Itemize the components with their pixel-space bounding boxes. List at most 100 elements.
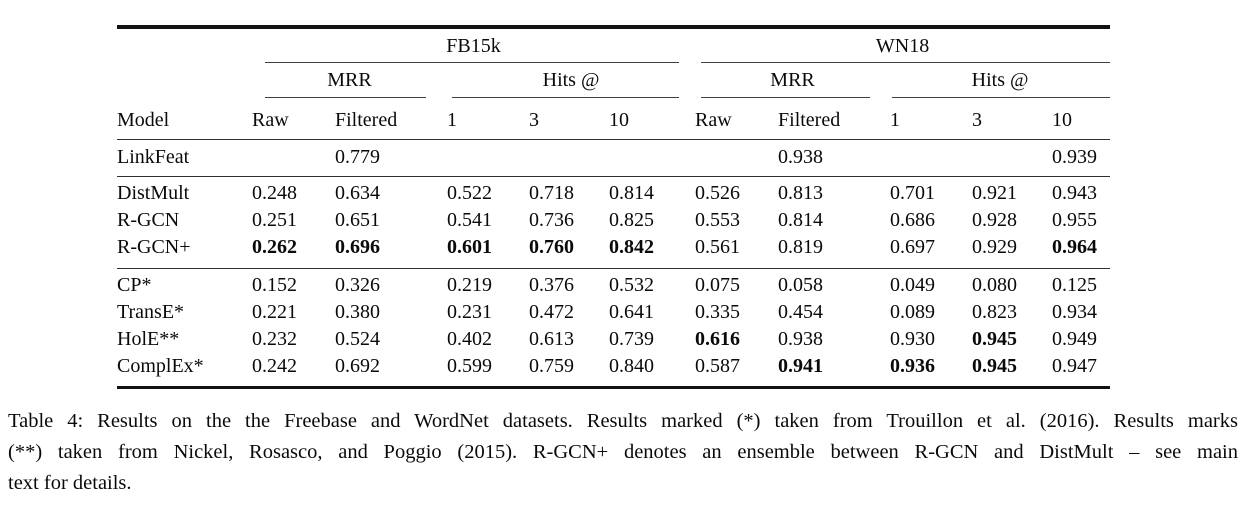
table-cell: 0.840 [609,355,654,377]
table-cell [609,139,696,177]
table-cell: 0.089 [890,301,936,323]
table-cell: 0.696 [335,234,447,269]
table-row-transe: TransE* 0.221 0.380 0.231 0.472 0.641 0.… [117,299,1110,326]
table-cell: 0.541 [447,209,492,231]
table-cell: 0.955 [1052,209,1098,231]
dataset-header-fb15k: FB15k [252,27,695,63]
spacer-cell [117,27,252,63]
table-cell: 0.242 [252,355,297,377]
table-cell: 0.561 [695,234,779,269]
table-caption: Table 4: Results on the the Freebase and… [8,406,1238,499]
table-row-distmult: DistMult 0.248 0.634 0.522 0.718 0.814 0… [117,177,1110,208]
metric-header-mrr-fb: MRR [252,63,447,98]
table-cell: 0.739 [609,328,654,350]
table-cell: 0.380 [335,301,380,323]
col-header-raw-wn: Raw [695,98,779,140]
metric-label: MRR [770,69,815,91]
table-cell: 0.929 [972,234,1053,269]
dataset-group-row: FB15k WN18 [117,27,1111,63]
metric-label: MRR [327,69,372,91]
dataset-label: FB15k [446,35,501,57]
rule-under-hits-wn [892,97,1111,98]
metric-group-row: MRR Hits @ MRR Hits @ [117,63,1111,98]
table-cell: 0.553 [695,209,741,231]
table-cell: 0.587 [695,355,741,377]
table-cell: 0.718 [529,182,574,204]
table-cell: 0.058 [778,274,824,296]
col-header-hits1-fb: 1 [447,98,529,140]
table-cell [972,139,1053,177]
model-name: CP* [117,274,152,296]
table-cell: 0.964 [1052,234,1111,269]
table-cell: 0.941 [778,355,824,377]
caption-line: text for details. [8,472,132,494]
table-cell: 0.454 [778,301,824,323]
table-row-linkfeat: LinkFeat 0.779 0.938 0.939 [117,139,1111,177]
table-row-hole: HolE** 0.232 0.524 0.402 0.613 0.739 0.6… [117,326,1110,353]
table-cell: 0.613 [529,328,574,350]
table-cell: 0.376 [529,274,574,296]
table-cell: 0.232 [252,328,297,350]
metric-label: Hits @ [542,69,600,91]
table-cell: 0.080 [972,274,1018,296]
table-cell: 0.921 [972,182,1018,204]
table-cell: 0.928 [972,209,1018,231]
table-row-rgcn: R-GCN 0.251 0.651 0.541 0.736 0.825 0.55… [117,207,1110,234]
col-header-hits3-wn: 3 [972,98,1053,140]
metric-label: Hits @ [971,69,1029,91]
table-cell: 0.402 [447,328,492,350]
spacer-cell [117,63,252,98]
table-cell: 0.616 [695,328,741,350]
table-cell: 0.825 [609,209,654,231]
col-header-hits10-fb: 10 [609,98,696,140]
rule-under-hits-fb [452,97,680,98]
table-cell: 0.641 [609,301,654,323]
results-table: FB15k WN18 MRR Hits @ MRR Hi [117,25,1111,389]
table-cell: 0.943 [1052,182,1098,204]
table-cell: 0.524 [335,328,380,350]
table-cell: 0.219 [447,274,492,296]
table-cell: 0.075 [695,274,741,296]
table-cell: 0.938 [778,328,824,350]
rule-under-mrr-fb [265,97,426,98]
col-header-hits3-fb: 3 [529,98,609,140]
table-cell [529,139,609,177]
table-cell: 0.760 [529,234,609,269]
table-cell: 0.231 [447,301,492,323]
table-cell: 0.823 [972,301,1018,323]
model-name: TransE* [117,301,185,323]
table-cell: 0.736 [529,209,574,231]
table-cell: 0.634 [335,182,380,204]
rule-under-wn18 [701,62,1111,63]
table-cell: 0.651 [335,209,380,231]
table-cell: 0.526 [695,182,741,204]
table-cell: 0.779 [335,139,447,177]
table-cell: 0.939 [1052,139,1111,177]
model-name: R-GCN+ [117,234,252,269]
table-cell [890,139,973,177]
table-cell: 0.936 [890,355,936,377]
table-cell: 0.335 [695,301,741,323]
rule-under-fb15k [265,62,680,63]
column-header-row: Model Raw Filtered 1 3 10 Raw Filtered 1… [117,98,1111,140]
table-cell: 0.522 [447,182,492,204]
col-header-filtered-wn: Filtered [778,98,891,140]
table-cell: 0.221 [252,301,297,323]
table-cell: 0.819 [778,234,891,269]
dataset-label: WN18 [875,35,930,57]
dataset-header-wn18: WN18 [695,27,1111,63]
table-cell: 0.601 [447,234,529,269]
table-cell: 0.532 [609,274,654,296]
table-cell: 0.248 [252,182,297,204]
table-cell: 0.814 [609,182,654,204]
table-cell: 0.945 [972,328,1018,350]
col-header-model: Model [117,98,252,140]
table-cell: 0.759 [529,355,574,377]
table-cell [447,139,529,177]
table-cell: 0.947 [1052,355,1098,377]
col-header-hits1-wn: 1 [890,98,973,140]
model-name: ComplEx* [117,355,204,377]
table-cell: 0.251 [252,209,297,231]
table-cell: 0.125 [1052,274,1098,296]
col-header-hits10-wn: 10 [1052,98,1111,140]
